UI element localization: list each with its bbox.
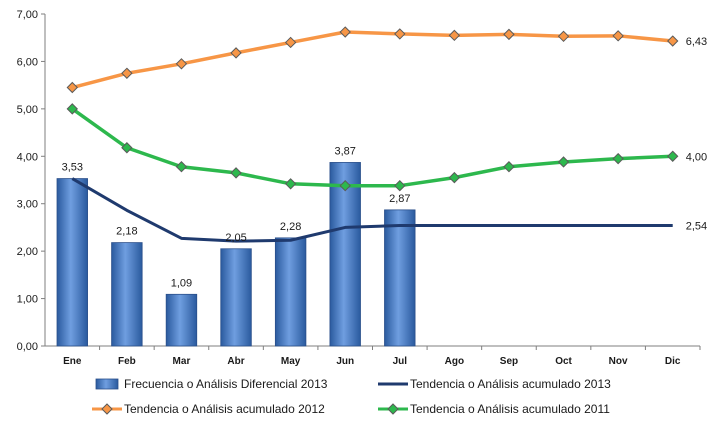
x-tick-label: Dic <box>665 356 681 367</box>
data-labels: 3,53 2,18 1,09 2,05 2,28 3,87 2,87 2,54 6,43 4,00 <box>62 36 708 289</box>
axes: 0,00 1,00 2,00 3,00 4,00 5,00 6,00 7,00 Ene Feb Ma… <box>17 9 701 367</box>
bar-data-label: 2,28 <box>280 221 301 233</box>
x-tick-label: Abr <box>227 356 244 367</box>
series-line <box>71 177 673 243</box>
legend-swatch-bar <box>95 378 119 390</box>
x-tick-label: Mar <box>173 356 191 367</box>
bar <box>165 293 198 347</box>
x-tick-label: May <box>281 356 301 367</box>
y-tick-label: 4,00 <box>17 151 38 163</box>
line-point <box>448 29 461 42</box>
line-point <box>557 156 570 168</box>
legend-swatch-marker <box>101 403 113 415</box>
bar <box>220 248 252 347</box>
legend-swatch-marker <box>387 403 399 415</box>
legend-label: Tendencia o Análisis acumulado 2011 <box>410 402 610 416</box>
series-end-label: 4,00 <box>686 151 707 163</box>
series-end-label: 6,43 <box>686 36 707 48</box>
y-tick-label: 5,00 <box>17 104 38 116</box>
line-point <box>339 26 351 38</box>
line-point <box>667 150 679 162</box>
line-point <box>557 30 570 42</box>
x-tick-label: Feb <box>118 356 136 367</box>
series-end-label: 2,54 <box>686 221 707 233</box>
y-tick-label: 7,00 <box>17 9 38 21</box>
line-series <box>66 26 679 243</box>
series-line <box>71 107 673 188</box>
line-point <box>121 67 133 79</box>
bar-data-label: 2,18 <box>116 226 137 238</box>
bar-data-label: 2,87 <box>389 193 410 205</box>
y-tick-label: 2,00 <box>17 246 38 258</box>
line-point <box>284 36 297 49</box>
line-point <box>612 152 624 165</box>
bar <box>274 237 307 347</box>
bar-data-label: 3,87 <box>334 145 355 157</box>
x-tick-label: Jul <box>393 356 408 367</box>
line-point <box>339 179 351 192</box>
line-point <box>503 161 515 173</box>
x-tick-label: Oct <box>555 356 572 367</box>
x-tick-label: Ene <box>63 356 82 367</box>
line-point <box>448 171 461 184</box>
x-tick-label: Nov <box>609 356 628 367</box>
legend-label: Tendencia o Análisis acumulado 2013 <box>410 377 611 391</box>
bar <box>111 242 143 347</box>
x-tick-label: Jun <box>336 356 354 367</box>
line-point <box>394 179 406 192</box>
series-line <box>71 30 673 90</box>
y-tick-label: 6,00 <box>17 56 38 68</box>
legend-label: Tendencia o Análisis acumulado 2012 <box>124 402 325 416</box>
line-point <box>667 35 679 47</box>
bar-data-label: 1,09 <box>171 277 192 289</box>
legend: Frecuencia o Análisis Diferencial 2013 Te… <box>92 377 611 416</box>
y-tick-label: 1,00 <box>17 294 38 306</box>
bar-data-label: 3,53 <box>62 162 83 174</box>
bar <box>56 178 88 347</box>
line-point <box>66 81 78 94</box>
line-point <box>175 161 188 173</box>
line-point <box>230 167 242 179</box>
line-point <box>612 30 624 42</box>
line-point <box>284 178 297 190</box>
line-point <box>503 28 515 41</box>
y-tick-label: 0,00 <box>17 341 38 353</box>
bar-data-label: 2,05 <box>225 232 246 244</box>
line-point <box>66 103 78 115</box>
line-point <box>121 142 133 154</box>
bar-series <box>56 162 416 347</box>
line-point <box>230 47 242 59</box>
legend-label: Frecuencia o Análisis Diferencial 2013 <box>124 377 328 391</box>
x-tick-label: Ago <box>445 356 464 367</box>
legend-item: Frecuencia o Análisis Diferencial 2013 <box>95 377 328 391</box>
line-point <box>394 28 406 40</box>
x-tick-label: Sep <box>500 356 518 367</box>
legend-item: Tendencia o Análisis acumulado 2012 <box>92 402 325 416</box>
line-point <box>175 58 188 70</box>
bar <box>384 209 416 347</box>
bar <box>329 162 361 347</box>
y-tick-label: 3,00 <box>17 199 38 211</box>
legend-item: Tendencia o Análisis acumulado 2013 <box>378 377 611 391</box>
legend-item: Tendencia o Análisis acumulado 2011 <box>378 402 610 416</box>
